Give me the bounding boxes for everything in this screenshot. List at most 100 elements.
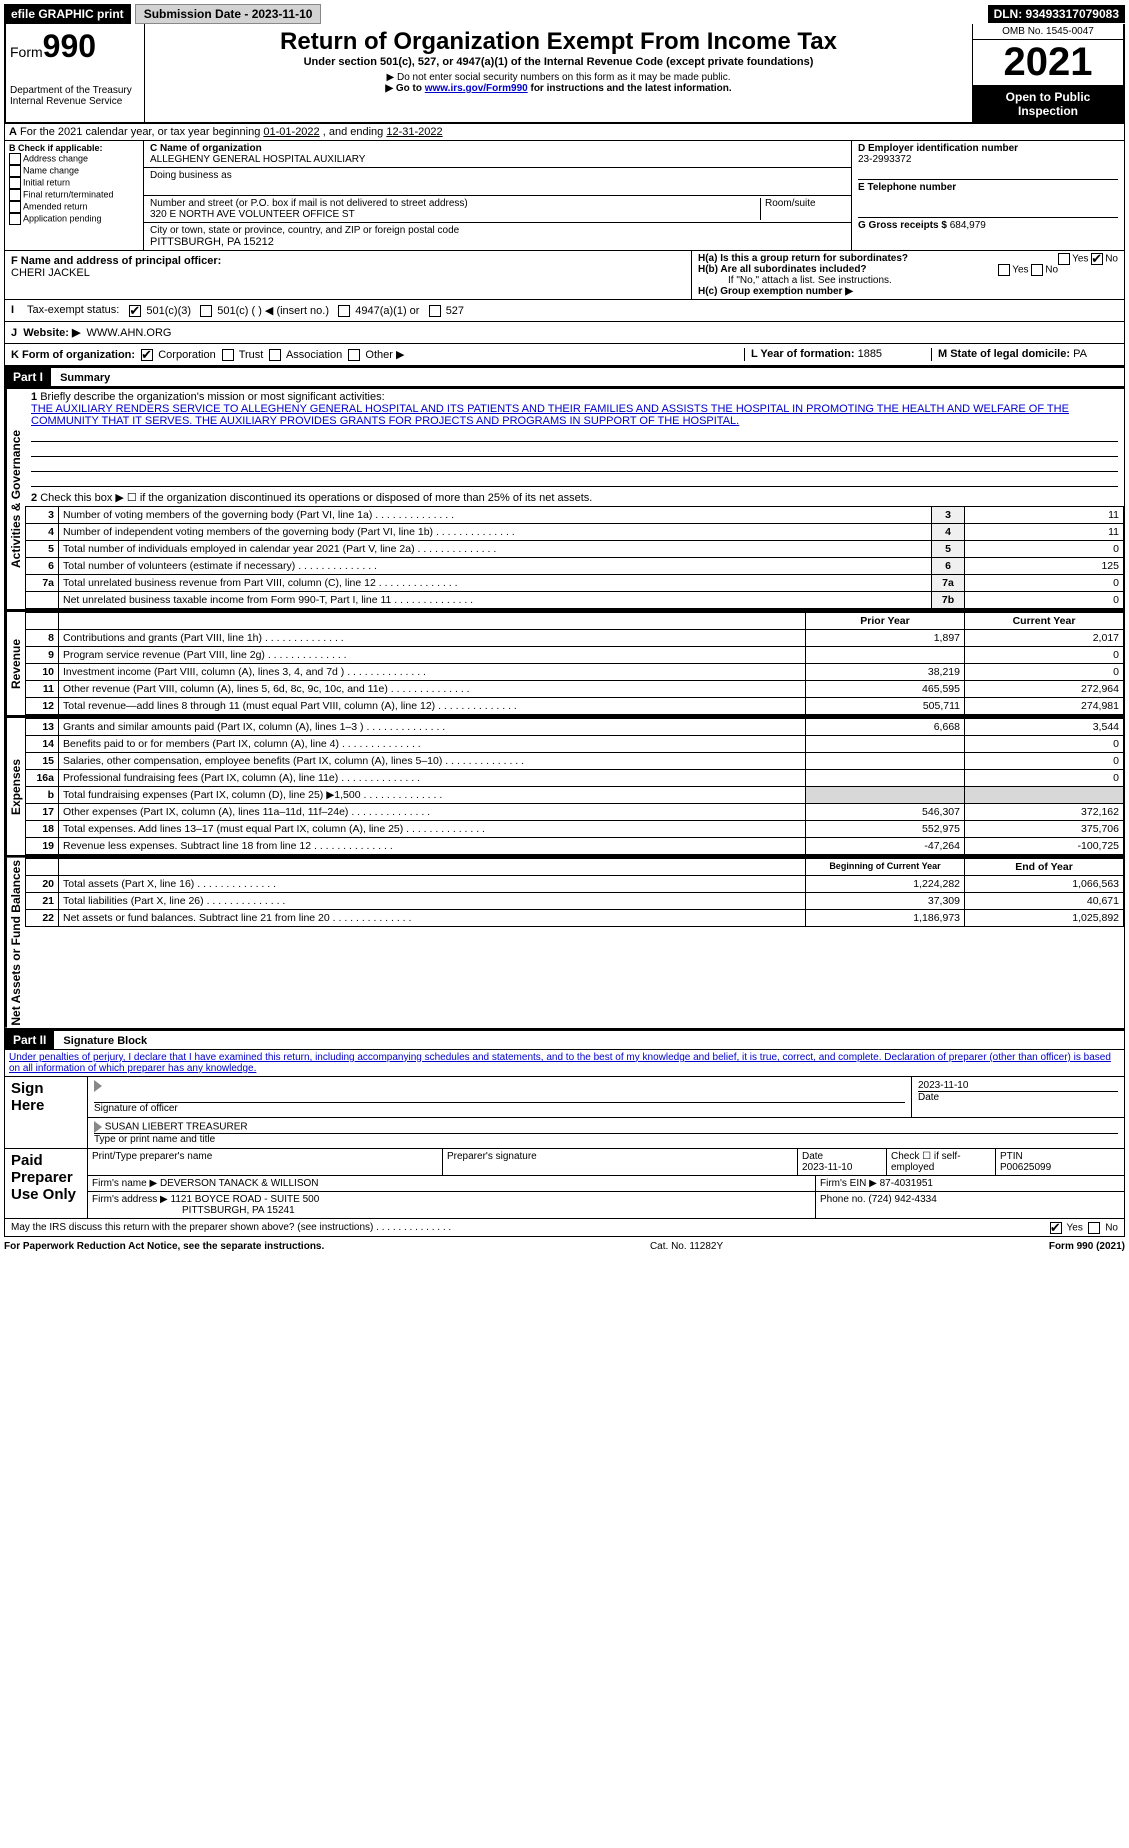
- hb-no-lbl: No: [1045, 265, 1058, 276]
- may-no-lbl: No: [1105, 1222, 1118, 1233]
- governance-section: Activities & Governance 1 Briefly descri…: [4, 387, 1125, 610]
- chk-name[interactable]: [9, 165, 21, 177]
- lbl-501c: 501(c) ( ) ◀ (insert no.): [217, 305, 329, 317]
- col-end: End of Year: [965, 859, 1124, 876]
- note-post: for instructions and the latest informat…: [528, 83, 732, 94]
- chk-initial[interactable]: [9, 177, 21, 189]
- tax-status-row: I Tax-exempt status: 501(c)(3) 501(c) ( …: [4, 300, 1125, 322]
- ha-yes-lbl: Yes: [1072, 254, 1088, 265]
- form-num: 990: [43, 28, 96, 64]
- chk-527[interactable]: [429, 305, 441, 317]
- side-expenses: Expenses: [5, 718, 25, 855]
- part1-header: Part I Summary: [4, 366, 1125, 387]
- form-header: Form990 Department of the Treasury Inter…: [4, 24, 1125, 124]
- sig-date-val: 2023-11-10: [918, 1080, 1118, 1091]
- org-name-label: C Name of organization: [150, 143, 845, 154]
- side-revenue: Revenue: [5, 612, 25, 715]
- part2-title: Signature Block: [57, 1035, 147, 1047]
- chk-4947[interactable]: [338, 305, 350, 317]
- may-yes-lbl: Yes: [1067, 1222, 1083, 1233]
- h-b: H(b) Are all subordinates included? Yes …: [698, 264, 1118, 275]
- irs-link[interactable]: www.irs.gov/Form990: [425, 83, 528, 94]
- gross-label: G Gross receipts $: [858, 220, 947, 231]
- note-link: ▶ Go to www.irs.gov/Form990 for instruct…: [149, 83, 968, 94]
- signature-table: Sign Here Signature of officer 2023-11-1…: [4, 1077, 1125, 1219]
- note-pre: ▶ Go to: [385, 83, 424, 94]
- chk-address[interactable]: [9, 153, 21, 165]
- ptin-val: P00625099: [1000, 1162, 1051, 1173]
- ha-label: H(a) Is this a group return for subordin…: [698, 253, 908, 264]
- lbl-name: Name change: [23, 165, 79, 175]
- revenue-table: Prior YearCurrent Year 8Contributions an…: [25, 612, 1124, 715]
- period-end: 12-31-2022: [386, 126, 442, 138]
- submission-date[interactable]: Submission Date - 2023-11-10: [135, 4, 322, 24]
- lbl-trust: Trust: [239, 349, 264, 361]
- domicile-val: PA: [1073, 348, 1087, 360]
- website-row: J Website: ▶ WWW.AHN.ORG: [4, 322, 1125, 344]
- sig-officer-label: Signature of officer: [94, 1103, 905, 1114]
- netassets-section: Net Assets or Fund Balances Beginning of…: [4, 856, 1125, 1029]
- lbl-527: 527: [446, 305, 464, 317]
- lbl-other: Other ▶: [365, 349, 404, 361]
- pp-sig-label: Preparer's signature: [443, 1149, 798, 1175]
- decl-text: Under penalties of perjury, I declare th…: [9, 1052, 1111, 1074]
- governance-table: 3Number of voting members of the governi…: [25, 506, 1124, 609]
- chk-corp[interactable]: [141, 349, 153, 361]
- org-name: ALLEGHENY GENERAL HOSPITAL AUXILIARY: [150, 154, 845, 165]
- dln: DLN: 93493317079083: [988, 5, 1125, 23]
- pp-phone-label: Phone no.: [820, 1194, 866, 1205]
- officer-label: F Name and address of principal officer:: [11, 255, 685, 267]
- top-bar: efile GRAPHIC print Submission Date - 20…: [4, 4, 1125, 24]
- year-form-label: L Year of formation:: [751, 348, 855, 360]
- formorg-label: K Form of organization:: [11, 349, 135, 361]
- pp-date-label: Date: [802, 1151, 823, 1162]
- mission-text[interactable]: THE AUXILIARY RENDERS SERVICE TO ALLEGHE…: [31, 403, 1069, 427]
- chk-501c[interactable]: [200, 305, 212, 317]
- chk-pending[interactable]: [9, 213, 21, 225]
- entity-row: B Check if applicable: Address change Na…: [4, 141, 1125, 251]
- l1-label: Briefly describe the organization's miss…: [40, 391, 384, 403]
- pp-date: 2023-11-10: [802, 1162, 852, 1173]
- pp-check: Check ☐ if self-employed: [887, 1149, 996, 1175]
- ha-no[interactable]: [1091, 253, 1103, 265]
- city-label: City or town, state or province, country…: [150, 225, 845, 236]
- chk-assoc[interactable]: [269, 349, 281, 361]
- pp-name-label: Print/Type preparer's name: [88, 1149, 443, 1175]
- hb-no[interactable]: [1031, 264, 1043, 276]
- firm-name: DEVERSON TANACK & WILLISON: [160, 1178, 319, 1189]
- l2-text: Check this box ▶ ☐ if the organization d…: [40, 492, 592, 504]
- period-row: A For the 2021 calendar year, or tax yea…: [4, 124, 1125, 141]
- city-value: PITTSBURGH, PA 15212: [150, 236, 845, 248]
- street-value: 320 E NORTH AVE VOLUNTEER OFFICE ST: [150, 209, 760, 220]
- chk-501c3[interactable]: [129, 305, 141, 317]
- firm-name-label: Firm's name ▶: [92, 1178, 157, 1189]
- hb-yes-lbl: Yes: [1012, 265, 1028, 276]
- chk-other[interactable]: [348, 349, 360, 361]
- lbl-address: Address change: [23, 153, 88, 163]
- form-number: Form990: [10, 28, 140, 65]
- firm-ein-label: Firm's EIN ▶: [820, 1178, 877, 1189]
- part2-header: Part II Signature Block: [4, 1029, 1125, 1050]
- chk-final[interactable]: [9, 189, 21, 201]
- year-form-val: 1885: [858, 348, 882, 360]
- may-no[interactable]: [1088, 1222, 1100, 1234]
- footer-mid: Cat. No. 11282Y: [650, 1241, 723, 1252]
- ha-yes[interactable]: [1058, 253, 1070, 265]
- form-title: Return of Organization Exempt From Incom…: [149, 28, 968, 56]
- declaration: Under penalties of perjury, I declare th…: [4, 1050, 1125, 1077]
- chk-trust[interactable]: [222, 349, 234, 361]
- col-current: Current Year: [965, 613, 1124, 630]
- lbl-amended: Amended return: [23, 201, 88, 211]
- period-mid: , and ending: [320, 126, 387, 138]
- hb-yes[interactable]: [998, 264, 1010, 276]
- side-governance: Activities & Governance: [5, 389, 25, 609]
- firm-addr-label: Firm's address ▶: [92, 1194, 168, 1205]
- lbl-4947: 4947(a)(1) or: [355, 305, 419, 317]
- form-word: Form: [10, 44, 43, 60]
- may-irs-row: May the IRS discuss this return with the…: [4, 1219, 1125, 1237]
- chk-amended[interactable]: [9, 201, 21, 213]
- may-yes[interactable]: [1050, 1222, 1062, 1234]
- col-prior: Prior Year: [806, 613, 965, 630]
- open-public: Open to Public Inspection: [973, 86, 1123, 122]
- form-org-row: K Form of organization: Corporation Trus…: [4, 344, 1125, 366]
